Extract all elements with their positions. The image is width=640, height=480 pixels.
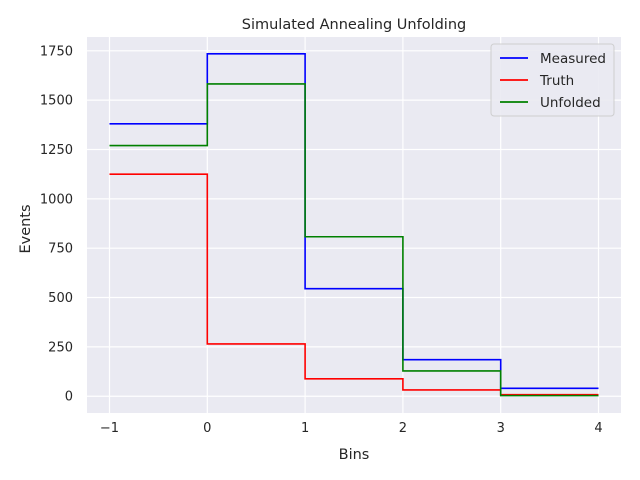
- y-tick-label: 0: [65, 390, 73, 405]
- legend-label-measured: Measured: [540, 51, 606, 67]
- x-tick-label: −1: [100, 421, 119, 436]
- x-tick-label: 4: [594, 421, 602, 436]
- y-tick-label: 1500: [40, 94, 73, 109]
- x-tick-label: 3: [497, 421, 505, 436]
- x-axis-label: Bins: [339, 447, 370, 463]
- chart-title: Simulated Annealing Unfolding: [242, 17, 466, 33]
- legend: Measured Truth Unfolded: [490, 43, 615, 117]
- legend-label-unfolded: Unfolded: [540, 95, 601, 111]
- y-tick-label: 1000: [40, 192, 73, 207]
- legend-label-truth: Truth: [539, 73, 574, 89]
- y-tick-label: 1750: [40, 44, 73, 59]
- series-group: [109, 52, 599, 397]
- y-tick-label: 1250: [40, 143, 73, 158]
- x-axis-ticks: −1 0 1 2 3 4: [100, 421, 603, 436]
- x-tick-label: 1: [301, 421, 309, 436]
- legend-box: [490, 43, 615, 117]
- y-tick-label: 500: [48, 291, 73, 306]
- y-axis-ticks: 0 250 500 750 1000 1250 1500 1750: [40, 44, 73, 404]
- series-line-unfolded: [109, 83, 599, 397]
- x-tick-label: 2: [399, 421, 407, 436]
- y-tick-label: 250: [48, 340, 73, 355]
- y-axis-label: Events: [18, 204, 34, 253]
- y-tick-label: 750: [48, 242, 73, 257]
- x-tick-label: 0: [203, 421, 211, 436]
